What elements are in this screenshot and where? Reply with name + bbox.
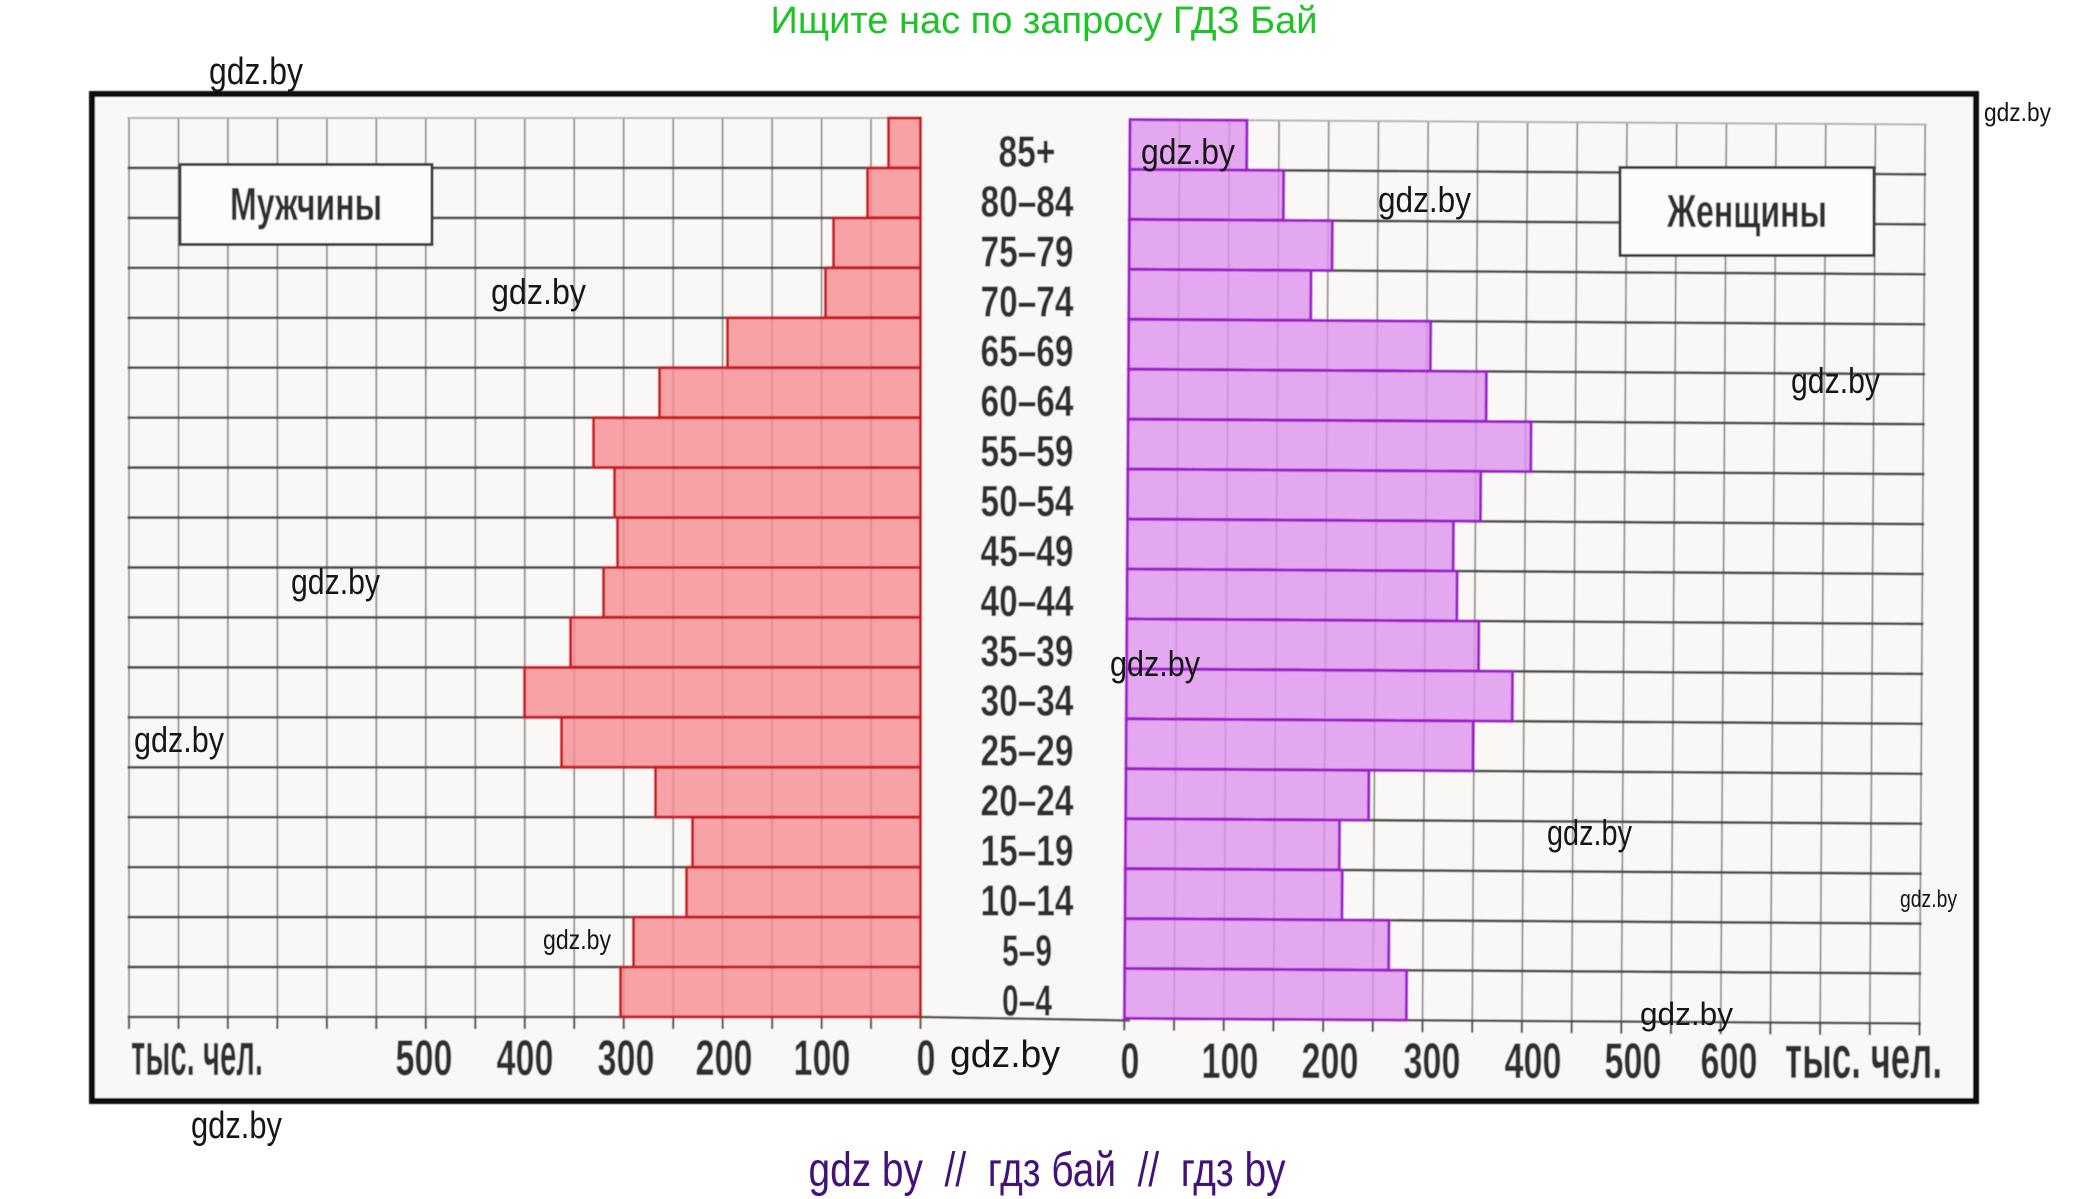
svg-text:75–79: 75–79 <box>981 227 1074 276</box>
svg-text:300: 300 <box>598 1030 655 1086</box>
svg-text:500: 500 <box>1605 1033 1662 1089</box>
svg-text:60–64: 60–64 <box>981 377 1074 426</box>
svg-text:gdz.by: gdz.by <box>543 924 611 955</box>
svg-text:gdz.by: gdz.by <box>1141 131 1235 172</box>
svg-text:gdz.by: gdz.by <box>209 51 303 93</box>
svg-text:30–34: 30–34 <box>981 677 1074 726</box>
svg-text:gdz.by: gdz.by <box>134 719 224 760</box>
svg-text:400: 400 <box>1505 1033 1562 1089</box>
svg-text:65–69: 65–69 <box>981 327 1074 376</box>
svg-text:35–39: 35–39 <box>981 627 1074 676</box>
svg-text:10–14: 10–14 <box>981 877 1074 926</box>
svg-text:5–9: 5–9 <box>1002 926 1052 975</box>
svg-text:gdz.by: gdz.by <box>491 271 586 312</box>
svg-text:gdz.by: gdz.by <box>1984 97 2051 127</box>
svg-text:0: 0 <box>917 1030 936 1086</box>
svg-text:55–59: 55–59 <box>981 427 1074 476</box>
svg-text:gdz by // гдз бай // гдз b: gdz by // гдз бай // гдз by <box>809 1144 1286 1197</box>
svg-text:85+: 85+ <box>999 128 1056 177</box>
svg-text:20–24: 20–24 <box>981 777 1074 826</box>
svg-text:gdz.by: gdz.by <box>1640 996 1733 1032</box>
svg-text:gdz.by: gdz.by <box>191 1105 282 1147</box>
svg-text:gdz.by: gdz.by <box>1900 886 1957 913</box>
svg-text:600: 600 <box>1701 1033 1758 1089</box>
svg-text:тыс. чел.: тыс. чел. <box>131 1021 263 1088</box>
svg-text:15–19: 15–19 <box>981 827 1074 876</box>
svg-text:80–84: 80–84 <box>981 177 1074 226</box>
svg-text:45–49: 45–49 <box>981 527 1074 576</box>
svg-text:0–4: 0–4 <box>1002 976 1052 1025</box>
svg-text:gdz.by: gdz.by <box>1547 812 1632 853</box>
svg-text:gdz.by: gdz.by <box>1110 643 1200 684</box>
svg-text:Женщины: Женщины <box>1666 185 1827 237</box>
svg-text:100: 100 <box>794 1030 851 1086</box>
svg-text:400: 400 <box>497 1030 554 1086</box>
svg-text:200: 200 <box>696 1030 753 1086</box>
svg-text:gdz.by: gdz.by <box>1378 179 1471 220</box>
svg-text:300: 300 <box>1404 1033 1461 1089</box>
svg-text:0: 0 <box>1121 1033 1140 1089</box>
svg-text:40–44: 40–44 <box>981 577 1074 626</box>
svg-text:Мужчины: Мужчины <box>230 178 382 230</box>
svg-text:500: 500 <box>396 1030 453 1086</box>
svg-text:тыс. чел.: тыс. чел. <box>1785 1024 1942 1091</box>
svg-text:200: 200 <box>1302 1033 1359 1089</box>
svg-text:gdz.by: gdz.by <box>291 561 380 602</box>
svg-text:gdz.by: gdz.by <box>950 1034 1060 1076</box>
svg-text:70–74: 70–74 <box>981 277 1074 326</box>
svg-text:Ищите нас по запросу ГДЗ Бай: Ищите нас по запросу ГДЗ Бай <box>771 0 1318 42</box>
svg-text:25–29: 25–29 <box>981 727 1074 776</box>
svg-text:100: 100 <box>1202 1033 1259 1089</box>
svg-text:50–54: 50–54 <box>981 477 1074 526</box>
svg-text:gdz.by: gdz.by <box>1791 360 1880 401</box>
